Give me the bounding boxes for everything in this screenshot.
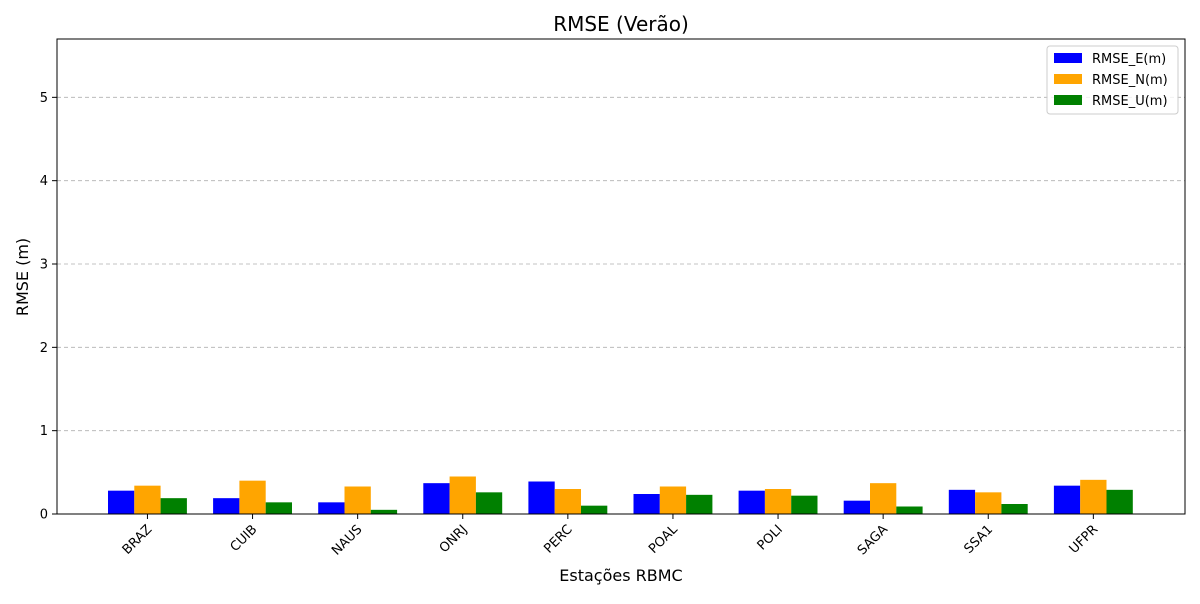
grid-layer [57, 96, 1185, 432]
x-tick-label: SSA1 [961, 522, 996, 557]
axis-layer: 0 1 2 3 4 5 BRAZ CUIB NAUS ONRJ PERC POAL POLI SAGA SS… [40, 91, 1101, 559]
bar-saga-e [843, 500, 870, 514]
y-tick-label: 4 [40, 174, 48, 189]
y-tick-label: 0 [40, 508, 48, 523]
legend-swatch [1054, 74, 1082, 84]
bar-ssa1-e [948, 489, 976, 514]
bar-cuib-n [239, 480, 266, 514]
bar-perc-u [581, 505, 608, 514]
bar-cuib-e [213, 498, 240, 514]
bar-cuib-u [265, 502, 292, 514]
x-axis-label: Estações RBMC [559, 566, 682, 585]
bar-poli-e [738, 490, 765, 514]
bar-ssa1-u [1001, 504, 1028, 514]
bar-naus-n [344, 486, 371, 514]
bar-braz-n [134, 485, 161, 514]
y-tick-label: 3 [40, 258, 48, 273]
bar-saga-n [870, 483, 897, 514]
x-tick-label: CUIB [228, 522, 261, 555]
x-tick-label: POAL [646, 522, 681, 557]
x-tick-label: SAGA [855, 522, 891, 558]
bar-layer [108, 476, 1133, 514]
chart-title: RMSE (Verão) [553, 12, 689, 36]
bar-poli-u [791, 495, 818, 514]
legend-swatch [1054, 53, 1082, 63]
bar-ssa1-n [975, 492, 1002, 514]
bar-ufpr-n [1080, 479, 1107, 514]
bar-onrj-e [423, 483, 450, 514]
x-tick-label: ONRJ [437, 522, 471, 556]
legend-label: RMSE_N(m) [1092, 73, 1168, 88]
x-tick-label: BRAZ [120, 522, 156, 558]
y-axis-label: RMSE (m) [13, 238, 32, 316]
bar-onrj-u [475, 492, 503, 514]
legend-swatch [1054, 95, 1082, 105]
x-tick-label: PERC [541, 522, 575, 556]
x-tick-label: POLI [755, 522, 786, 553]
bar-saga-u [896, 506, 923, 514]
y-tick-label: 1 [40, 424, 48, 439]
bar-poal-e [633, 494, 660, 514]
legend: RMSE_E(m) RMSE_N(m) RMSE_U(m) [1046, 45, 1179, 115]
bar-braz-u [160, 498, 187, 514]
bar-poal-n [659, 486, 687, 514]
bar-onrj-n [449, 476, 476, 514]
bar-poli-n [764, 489, 792, 514]
y-tick-label: 2 [40, 341, 48, 356]
bar-ufpr-e [1053, 485, 1081, 514]
plot-frame [56, 38, 1186, 515]
legend-label: RMSE_E(m) [1092, 52, 1166, 67]
bar-braz-e [108, 490, 135, 514]
bar-ufpr-u [1106, 489, 1133, 514]
x-tick-label: NAUS [329, 522, 365, 558]
x-tick-label: UFPR [1067, 522, 1102, 557]
bar-naus-u [370, 509, 398, 514]
bar-naus-e [318, 502, 345, 514]
legend-label: RMSE_U(m) [1092, 94, 1168, 109]
bar-poal-u [686, 494, 713, 514]
bar-perc-e [528, 481, 555, 514]
bar-perc-n [554, 489, 581, 514]
y-tick-label: 5 [40, 91, 48, 106]
